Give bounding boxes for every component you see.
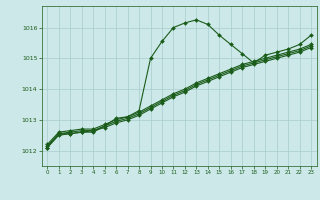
Text: Graphe pression niveau de la mer (hPa): Graphe pression niveau de la mer (hPa) (66, 185, 254, 194)
